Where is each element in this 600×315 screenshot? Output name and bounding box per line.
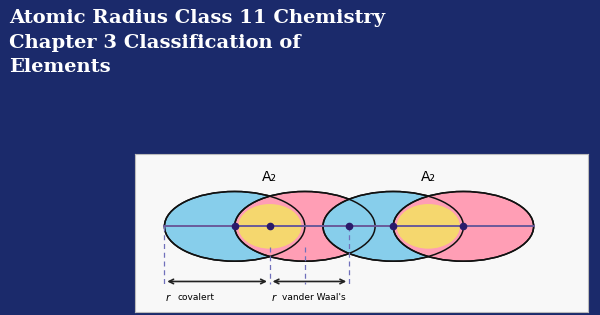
Text: $r$: $r$ — [166, 292, 172, 303]
Circle shape — [164, 192, 305, 261]
Ellipse shape — [238, 204, 301, 249]
Text: A₂: A₂ — [262, 169, 277, 184]
Text: vander Waal's: vander Waal's — [283, 293, 346, 302]
Ellipse shape — [397, 204, 460, 249]
Text: A₂: A₂ — [421, 169, 436, 184]
Text: Atomic Radius Class 11 Chemistry
Chapter 3 Classification of
Elements: Atomic Radius Class 11 Chemistry Chapter… — [9, 9, 385, 76]
Text: $r$: $r$ — [271, 292, 277, 303]
Circle shape — [393, 192, 533, 261]
Circle shape — [323, 192, 463, 261]
Circle shape — [235, 192, 375, 261]
Text: covalert: covalert — [177, 293, 214, 302]
